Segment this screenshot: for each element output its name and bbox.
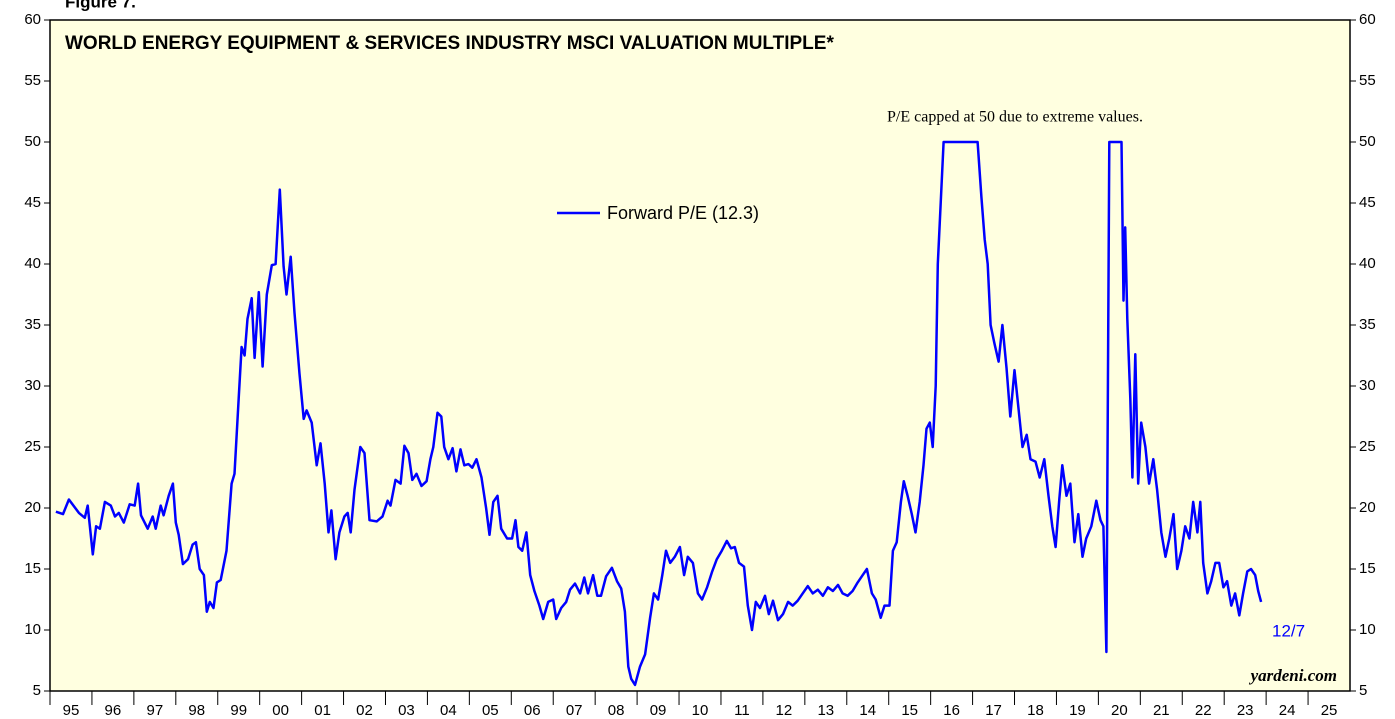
x-tick-label: 18 [1027,702,1044,719]
y-tick-label: 35 [24,316,41,333]
x-tick-label: 23 [1237,702,1254,719]
x-tick-label: 07 [566,702,583,719]
y-tick-label: 20 [24,499,41,516]
figure-label: Figure 7. [65,0,136,11]
x-tick-label: 25 [1321,702,1338,719]
legend-label: Forward P/E (12.3) [607,203,759,223]
annotation: P/E capped at 50 due to extreme values. [887,109,1143,126]
x-tick-label: 15 [901,702,918,719]
x-tick-label: 17 [985,702,1002,719]
x-tick-label: 11 [734,702,750,719]
x-tick-label: 09 [650,702,667,719]
line-series [55,140,1263,687]
x-tick-label: 95 [63,702,80,719]
y-tick-label: 40 [24,255,41,272]
x-tick-label: 24 [1279,702,1296,719]
y-tick-label: 25 [24,438,41,455]
x-tick-label: 99 [230,702,247,719]
y-tick-label: 55 [24,72,41,89]
chart-title: WORLD ENERGY EQUIPMENT & SERVICES INDUST… [65,33,834,54]
x-tick-label: 19 [1069,702,1086,719]
y2-tick-label: 35 [1359,316,1376,333]
y-tick-label: 10 [24,621,41,638]
y2-tick-label: 40 [1359,255,1376,272]
x-tick-label: 98 [188,702,205,719]
x-tick-label: 08 [608,702,625,719]
x-tick-label: 21 [1153,702,1170,719]
x-tick-label: 96 [105,702,122,719]
y2-tick-label: 60 [1359,11,1376,28]
x-tick-label: 04 [440,702,457,719]
y2-tick-label: 25 [1359,438,1376,455]
y2-tick-label: 5 [1359,682,1367,699]
x-tick-label: 00 [272,702,289,719]
y2-tick-label: 10 [1359,621,1376,638]
x-tick-label: 03 [398,702,415,719]
y-tick-label: 15 [24,560,41,577]
x-tick-label: 13 [817,702,834,719]
y-tick-label: 50 [24,133,41,150]
y2-tick-label: 45 [1359,194,1376,211]
y-tick-label: 5 [33,682,41,699]
source: yardeni.com [1249,666,1337,685]
x-tick-label: 16 [943,702,960,719]
x-tick-label: 05 [482,702,499,719]
x-tick-label: 02 [356,702,373,719]
plot-area [49,19,1351,692]
y-tick-label: 45 [24,194,41,211]
y2-tick-label: 50 [1359,133,1376,150]
y2-tick-label: 15 [1359,560,1376,577]
x-tick-label: 97 [146,702,163,719]
y2-tick-label: 20 [1359,499,1376,516]
y2-tick-label: 55 [1359,72,1376,89]
x-tick-label: 14 [859,702,876,719]
x-tick-label: 12 [776,702,793,719]
x-tick-label: 01 [314,702,331,719]
x-tick-label: 20 [1111,702,1128,719]
y2-tick-label: 30 [1359,377,1376,394]
y-tick-label: 60 [24,11,41,28]
x-tick-label: 22 [1195,702,1212,719]
y-tick-label: 30 [24,377,41,394]
end-label: 12/7 [1272,621,1305,640]
x-tick-label: 10 [692,702,709,719]
x-tick-label: 06 [524,702,541,719]
